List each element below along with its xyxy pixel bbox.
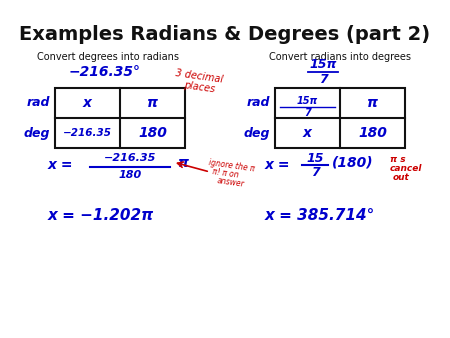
Text: cancel: cancel [390, 164, 423, 173]
Text: 7: 7 [310, 167, 320, 179]
Text: −216.35°: −216.35° [69, 65, 141, 79]
Text: 3 decimal: 3 decimal [175, 68, 224, 84]
Text: 7: 7 [319, 73, 328, 86]
Text: π: π [147, 96, 158, 110]
Text: π! π on: π! π on [212, 167, 239, 179]
Text: 180: 180 [138, 126, 167, 140]
Text: deg: deg [243, 126, 270, 140]
Text: answer: answer [216, 176, 245, 189]
Text: x: x [303, 126, 312, 140]
Text: (180): (180) [332, 156, 374, 170]
Text: 180: 180 [358, 126, 387, 140]
Text: π s: π s [390, 155, 405, 164]
Bar [275, 88, 405, 148]
Text: 15π: 15π [309, 58, 337, 71]
Text: −216.35: −216.35 [104, 153, 156, 163]
Text: out: out [393, 173, 410, 182]
Text: deg: deg [23, 126, 50, 140]
Text: −216.35: −216.35 [63, 128, 112, 138]
Text: Convert degrees into radians: Convert degrees into radians [37, 52, 179, 62]
Bar [55, 88, 185, 148]
Text: rad: rad [247, 97, 270, 110]
Text: x = 385.714°: x = 385.714° [265, 208, 375, 222]
Text: 15π: 15π [297, 96, 318, 106]
Text: x: x [83, 96, 92, 110]
Text: Convert radians into degrees: Convert radians into degrees [269, 52, 411, 62]
Text: π: π [367, 96, 378, 110]
Text: 15: 15 [306, 151, 324, 165]
Text: π: π [178, 156, 189, 170]
Text: 7: 7 [304, 108, 311, 118]
Text: x = −1.202π: x = −1.202π [48, 208, 154, 222]
Text: ignore the π: ignore the π [208, 158, 255, 173]
Text: places: places [183, 80, 216, 94]
Text: rad: rad [27, 97, 50, 110]
Text: 180: 180 [118, 170, 142, 180]
Text: Examples Radians & Degrees (part 2): Examples Radians & Degrees (part 2) [19, 25, 431, 44]
Text: x =: x = [48, 158, 73, 172]
Text: x =: x = [265, 158, 291, 172]
